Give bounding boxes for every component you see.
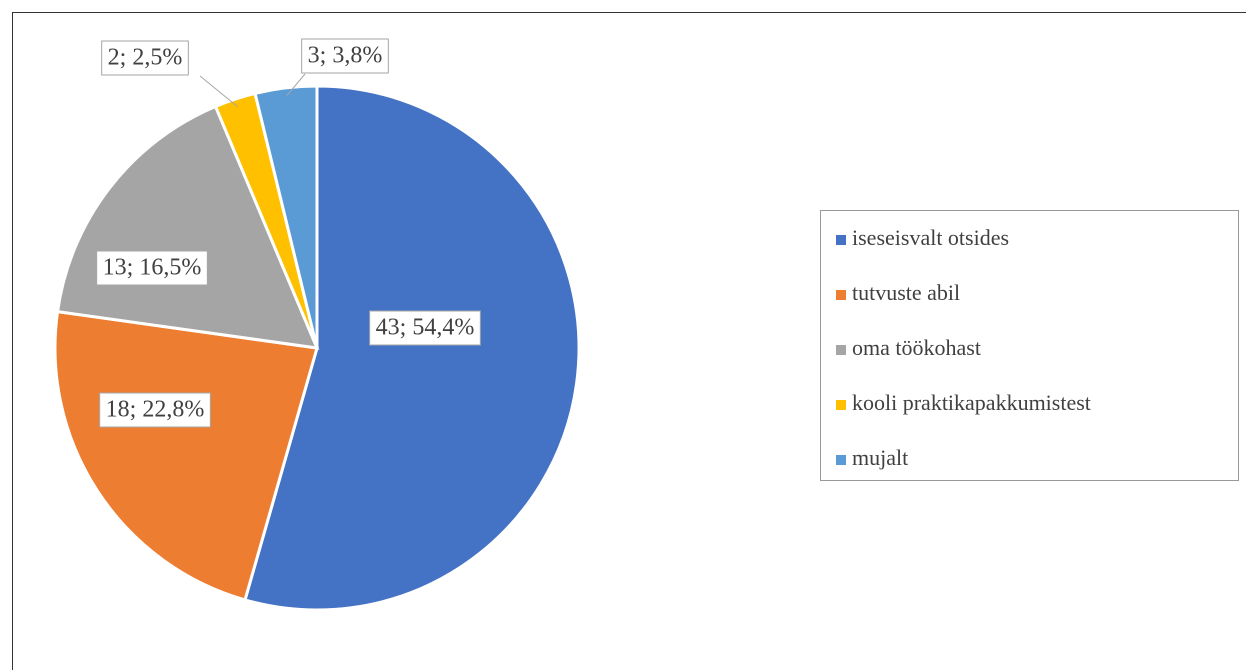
leader-line xyxy=(286,73,306,96)
pie-slice xyxy=(55,104,320,350)
pie-slice xyxy=(53,309,319,602)
data-label-box xyxy=(99,392,211,428)
legend-label: kooli praktikapakkumistest xyxy=(852,390,1091,415)
data-label: 18; 22,8% xyxy=(106,397,205,423)
legend-marker xyxy=(836,235,846,245)
data-label-box xyxy=(96,250,208,286)
frame xyxy=(12,12,1246,670)
legend-box xyxy=(820,210,1239,481)
legend-marker xyxy=(836,400,846,410)
pie-slice xyxy=(253,84,319,349)
legend-label: mujalt xyxy=(852,445,908,470)
legend-marker xyxy=(836,455,846,465)
data-label: 2; 2,5% xyxy=(108,45,183,71)
pie-slice xyxy=(243,84,581,612)
data-label: 43; 54,4% xyxy=(376,315,475,341)
legend-marker xyxy=(836,345,846,355)
data-label-box xyxy=(301,38,389,74)
legend-label: oma töökohast xyxy=(852,335,981,360)
legend-label: iseseisvalt otsides xyxy=(852,225,1009,250)
data-label-box xyxy=(369,310,481,346)
legend-label: tutvuste abil xyxy=(852,280,960,305)
data-label: 13; 16,5% xyxy=(103,255,202,281)
legend-marker xyxy=(836,290,846,300)
data-label-box xyxy=(101,40,189,76)
leader-line xyxy=(199,75,238,108)
data-label: 3; 3,8% xyxy=(308,43,383,69)
